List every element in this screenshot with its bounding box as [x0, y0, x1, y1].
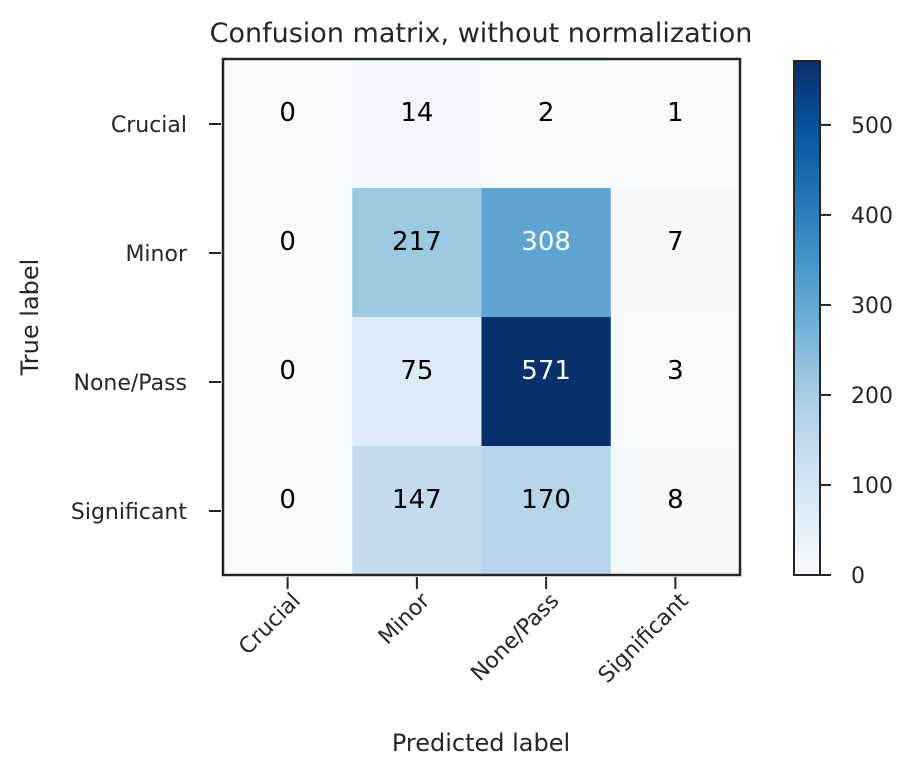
y-axis-label: True label — [16, 259, 44, 377]
matrix-cell — [481, 317, 612, 447]
matrix-cell — [223, 59, 353, 189]
matrix-cell — [481, 59, 612, 189]
colorbar — [793, 60, 821, 576]
colorbar-tick-label: 300 — [851, 294, 893, 319]
x-axis-label: Predicted label — [392, 729, 570, 757]
cell-value-label: 8 — [667, 485, 684, 515]
x-tick-label: Minor — [374, 588, 436, 650]
matrix-cell — [481, 188, 612, 318]
colorbar-tick-label: 0 — [851, 564, 865, 589]
matrix-cell — [352, 59, 482, 189]
matrix-cell — [610, 59, 741, 189]
cell-value-label: 217 — [392, 227, 442, 257]
colorbar-tick-label: 400 — [851, 204, 893, 229]
x-tick-label: None/Pass — [466, 589, 564, 687]
chart-title: Confusion matrix, without normalization — [210, 18, 753, 49]
cell-value-label: 7 — [667, 227, 684, 257]
colorbar-tick-label: 100 — [851, 474, 893, 499]
cell-value-label: 1 — [667, 98, 684, 128]
cell-value-label: 2 — [538, 98, 555, 128]
matrix-cell — [610, 317, 741, 447]
y-tick-label: Minor — [125, 242, 187, 267]
matrix-cell — [223, 188, 353, 318]
cell-value-label: 75 — [400, 356, 433, 386]
cell-value-label: 0 — [279, 98, 296, 128]
cell-value-label: 571 — [521, 356, 571, 386]
colorbar-ticks: 0 100 200 300 400 500 — [820, 114, 893, 589]
colorbar-tick-label: 500 — [851, 114, 893, 139]
cell-value-label: 308 — [521, 227, 571, 257]
matrix-cell-labels: 0 14 2 1 0 217 308 7 0 75 571 3 0 147 170 8 — [279, 98, 683, 515]
x-axis-ticks: Crucial Minor None/Pass Significant — [234, 577, 694, 688]
cell-value-label: 14 — [400, 98, 433, 128]
x-tick-label: Crucial — [234, 589, 306, 661]
matrix-cell — [610, 446, 741, 576]
cell-value-label: 0 — [279, 485, 296, 515]
y-axis-ticks: Crucial Minor None/Pass Significant — [71, 113, 221, 525]
matrix-frame — [221, 57, 742, 577]
cell-value-label: 0 — [279, 227, 296, 257]
colorbar-tick-label: 200 — [851, 384, 893, 409]
matrix-cells — [223, 59, 741, 576]
matrix-cell — [223, 446, 353, 576]
matrix-cell — [610, 188, 741, 318]
y-tick-label: Crucial — [111, 113, 187, 138]
y-tick-label: None/Pass — [74, 371, 188, 396]
cell-value-label: 0 — [279, 356, 296, 386]
cell-value-label: 170 — [521, 485, 571, 515]
matrix-cell — [352, 446, 482, 576]
y-tick-label: Significant — [71, 500, 187, 525]
x-tick-label: Significant — [594, 588, 694, 688]
matrix-cell — [352, 317, 482, 447]
cell-value-label: 147 — [392, 485, 442, 515]
matrix-cell — [352, 188, 482, 318]
cell-value-label: 3 — [667, 356, 684, 386]
matrix-cell — [223, 317, 353, 447]
matrix-cell — [481, 446, 612, 576]
